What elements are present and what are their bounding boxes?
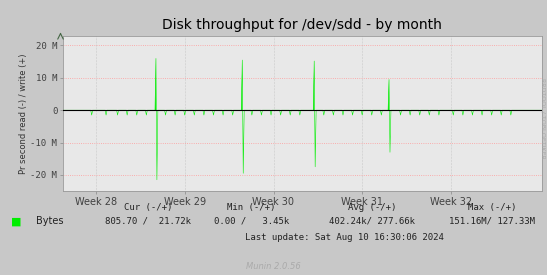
Text: Bytes: Bytes	[36, 216, 63, 226]
Text: ■: ■	[11, 216, 21, 226]
Text: 402.24k/ 277.66k: 402.24k/ 277.66k	[329, 217, 415, 226]
Text: 0.00 /   3.45k: 0.00 / 3.45k	[214, 217, 289, 226]
Text: Last update: Sat Aug 10 16:30:06 2024: Last update: Sat Aug 10 16:30:06 2024	[245, 233, 444, 242]
Text: RRDTOOL / TOBI OETIKER: RRDTOOL / TOBI OETIKER	[541, 78, 546, 159]
Text: Cur (-/+): Cur (-/+)	[124, 203, 172, 212]
Y-axis label: Pr second read (-) / write (+): Pr second read (-) / write (+)	[19, 53, 28, 174]
Text: Avg (-/+): Avg (-/+)	[348, 203, 396, 212]
Text: Max (-/+): Max (-/+)	[468, 203, 516, 212]
Text: 805.70 /  21.72k: 805.70 / 21.72k	[104, 217, 191, 226]
Text: Munin 2.0.56: Munin 2.0.56	[246, 262, 301, 271]
Text: 151.16M/ 127.33M: 151.16M/ 127.33M	[449, 217, 536, 226]
Text: Min (-/+): Min (-/+)	[228, 203, 276, 212]
Title: Disk throughput for /dev/sdd - by month: Disk throughput for /dev/sdd - by month	[162, 18, 442, 32]
